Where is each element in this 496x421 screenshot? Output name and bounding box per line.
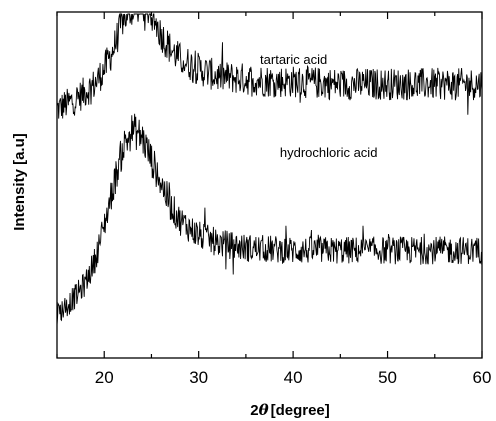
x-tick-label: 30 — [189, 368, 208, 387]
x-tick-label: 60 — [473, 368, 492, 387]
x-tick-label: 20 — [95, 368, 114, 387]
series-label-2: hydrochloric acid — [280, 145, 378, 160]
x-axis-title-prefix: 2 — [250, 402, 258, 419]
x-axis-title-suffix: [degree] — [271, 402, 330, 419]
x-tick-label: 50 — [378, 368, 397, 387]
label-layer: 20 30 40 50 60 tartaric acid hydrochloric acid — [95, 52, 492, 387]
series-line-2 — [56, 113, 483, 326]
series-layer — [56, 12, 483, 326]
series-line-1 — [56, 12, 483, 119]
series-label-1: tartaric acid — [260, 52, 327, 67]
x-axis-title-symbol: θ — [259, 401, 269, 419]
x-tick-label: 40 — [284, 368, 303, 387]
axes-layer — [56, 11, 483, 359]
plot-frame — [56, 11, 483, 359]
y-axis-title: Intensity [a.u] — [11, 133, 28, 231]
x-axis-title: 2θ [degree] — [250, 401, 330, 419]
